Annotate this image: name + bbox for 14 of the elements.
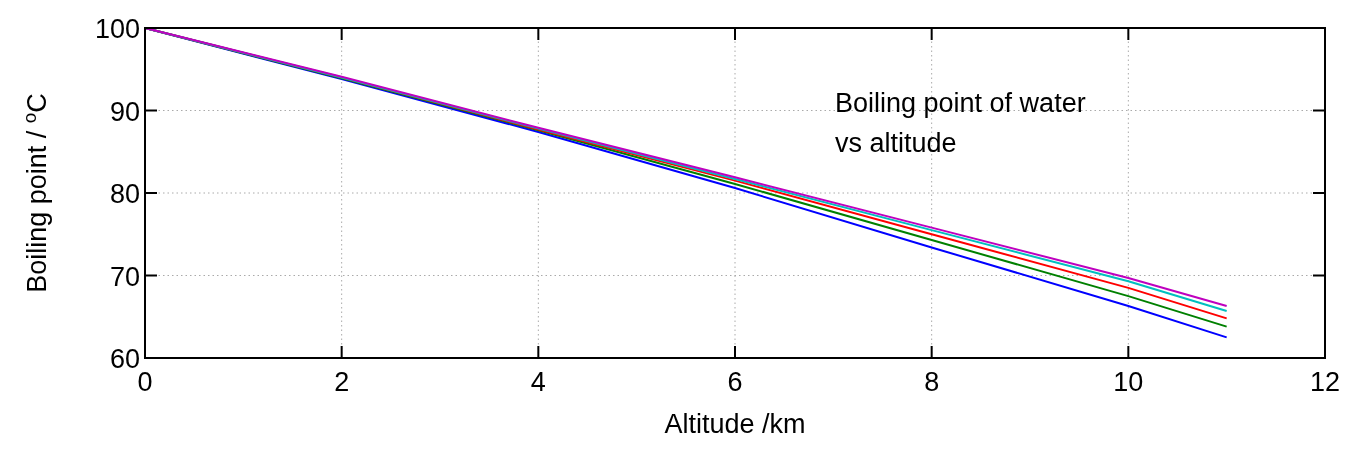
- x-axis-title: Altitude /km: [664, 409, 806, 439]
- y-tick-label: 70: [109, 261, 140, 292]
- x-tick-label: 0: [137, 367, 153, 397]
- x-tick-label: 4: [530, 367, 546, 397]
- x-tick-label: 10: [1113, 367, 1144, 397]
- y-tick-label: 80: [109, 179, 140, 209]
- y-tick-label: 90: [109, 96, 140, 127]
- annotation: Boiling point of water vs altitude: [835, 88, 1086, 158]
- x-tick-label: 8: [924, 367, 940, 397]
- y-tick-label: 100: [94, 14, 140, 44]
- x-tick-label: 12: [1309, 367, 1341, 397]
- y-tick-label: 60: [109, 344, 140, 374]
- x-tick-label: 6: [727, 367, 743, 397]
- x-tick-label: 2: [334, 367, 350, 397]
